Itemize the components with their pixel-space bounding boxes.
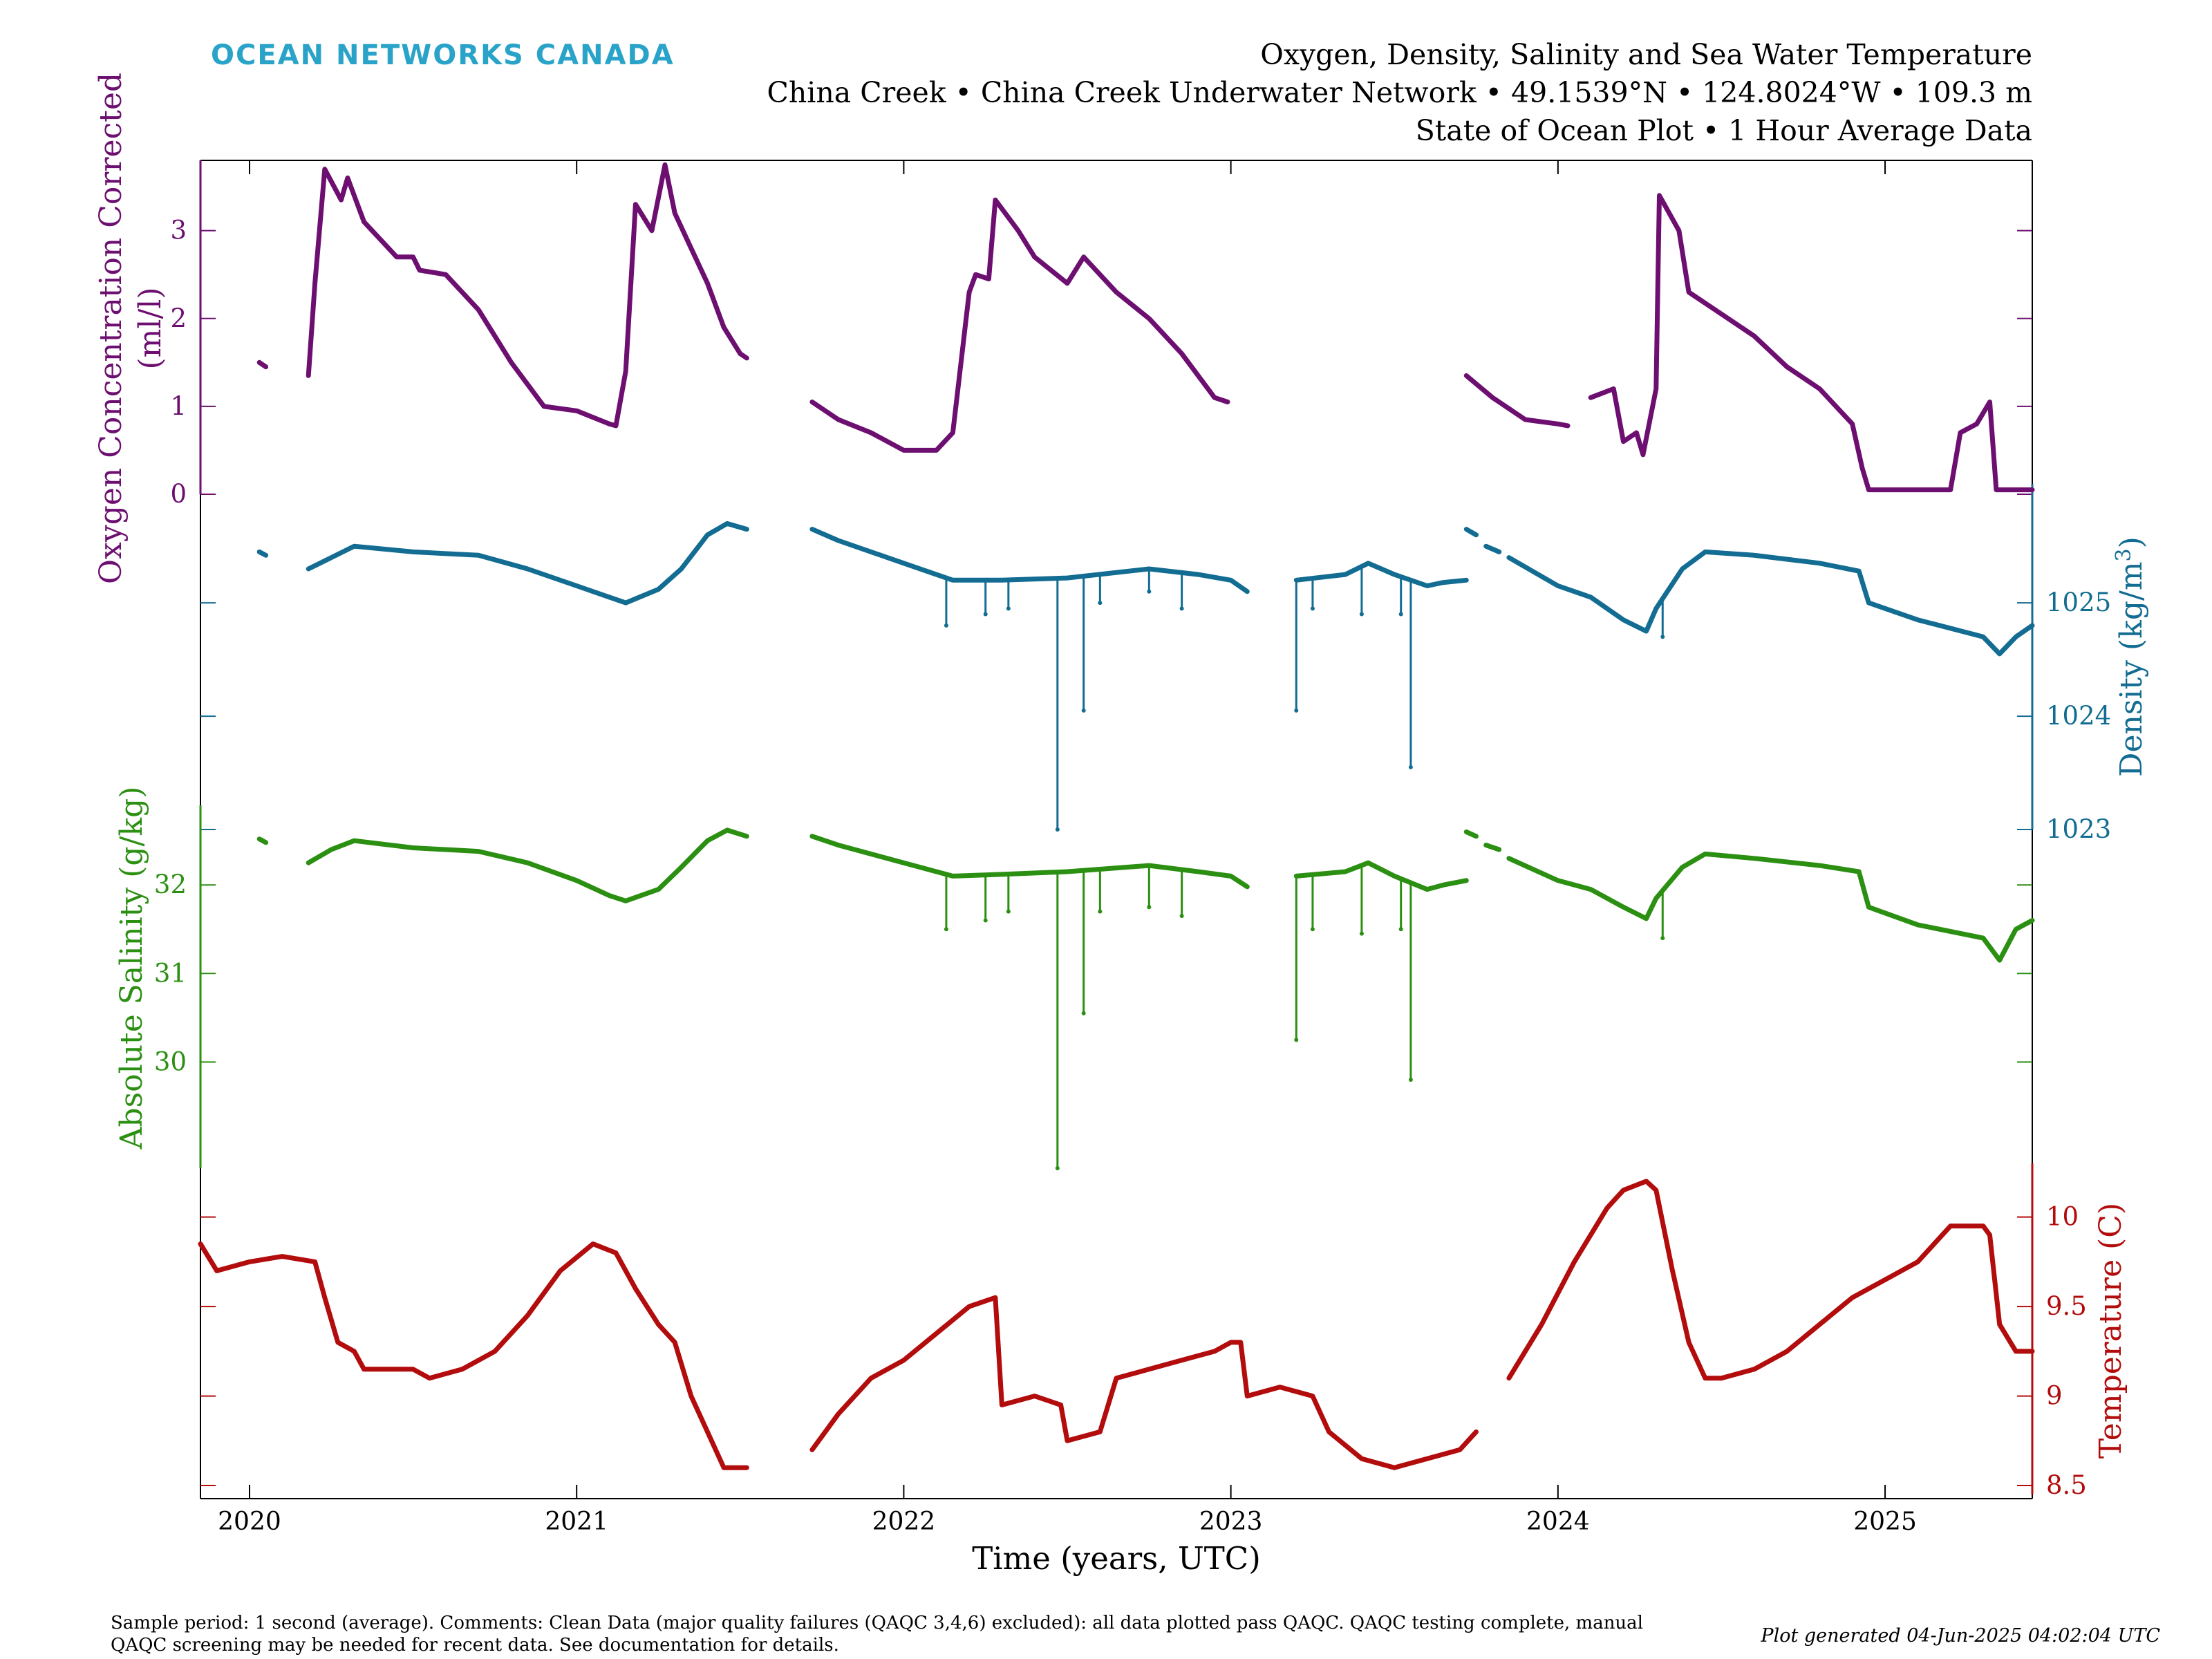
salinity-line-segment [1506, 851, 2035, 963]
density-spike-point [983, 612, 988, 617]
salinity-spike-point [1055, 1166, 1060, 1170]
density-line-segment [1463, 527, 1479, 538]
density-axis-label: Density (kg/m3) [2112, 536, 2149, 777]
oxygen-tick-label: 3 [170, 216, 187, 245]
salinity-spike-point [1006, 909, 1011, 914]
density-tick-label: 1025 [2046, 588, 2111, 617]
x-axis: 2020 2021 2022 2023 2024 2025 [218, 160, 1917, 1536]
plot-frame [200, 160, 2033, 1499]
salinity-tick-label: 32 [154, 870, 187, 899]
density-spike-point [1660, 635, 1665, 639]
x-tick-label: 2025 [1853, 1508, 1917, 1536]
density-spike-point [1179, 606, 1184, 611]
oxygen-tick-label: 1 [170, 391, 187, 421]
salinity-line-segment [1293, 860, 1469, 892]
x-tick-label: 2023 [1199, 1508, 1263, 1536]
density-line-segment [1506, 549, 2035, 657]
density-axis-label-base: Density (kg/m [2114, 561, 2149, 776]
density-line-segment [306, 521, 749, 606]
salinity-spike-point [1408, 1077, 1413, 1082]
density-tick-label: 1023 [2046, 814, 2111, 844]
temperature-tick-label: 9 [2046, 1381, 2063, 1411]
chart-subtitle-location: China Creek • China Creek Underwater Net… [767, 76, 2032, 109]
density-line-segment [809, 527, 1250, 594]
salinity-spike-point [1359, 931, 1364, 936]
density-line-segment [1483, 543, 1502, 554]
salinity-tick-label: 30 [154, 1047, 187, 1076]
density-spike-point [1398, 612, 1403, 617]
density-axis-label-end: ) [2114, 536, 2149, 548]
salinity-spike-point [944, 927, 948, 932]
density-spike-point [1294, 708, 1299, 713]
oxygen-axis-label-line2: (ml/l) [133, 287, 168, 369]
density-spike-point [1055, 827, 1060, 832]
temperature-series [198, 1179, 2035, 1470]
temperature-tick-label: 10 [2046, 1202, 2079, 1232]
oxygen-line-segment [306, 162, 749, 429]
salinity-spike-point [1398, 927, 1403, 932]
footer-comments-line1: Sample period: 1 second (average). Comme… [111, 1613, 1643, 1633]
plot-data [198, 162, 2035, 1470]
density-spike-point [1147, 589, 1152, 594]
salinity-axis-label: Absolute Salinity (g/kg) [114, 787, 149, 1150]
oxygen-line-segment [809, 197, 1230, 453]
salinity-series [256, 827, 2035, 1170]
temperature-line-segment [198, 1241, 749, 1470]
oxygen-tick-label: 2 [170, 303, 187, 333]
temperature-tick-label: 9.5 [2046, 1291, 2087, 1321]
salinity-line-segment [1463, 829, 1479, 839]
oxygen-tick-label: 0 [170, 479, 187, 509]
density-spike-point [1359, 612, 1364, 617]
salinity-spike-point [983, 918, 988, 923]
x-tick-label: 2024 [1526, 1508, 1590, 1536]
temperature-tick-label: 8.5 [2046, 1470, 2087, 1500]
density-spike-point [1006, 606, 1011, 611]
density-series [256, 521, 2035, 832]
x-tick-label: 2021 [545, 1508, 608, 1536]
salinity-spike-point [1660, 936, 1665, 941]
density-spike-point [944, 623, 948, 628]
salinity-line-segment [256, 836, 269, 845]
salinity-spike-point [1081, 1011, 1086, 1015]
salinity-line-segment [306, 827, 749, 903]
temperature-line-segment [809, 1295, 1479, 1470]
density-axis-label-sup: 3 [2112, 548, 2136, 561]
footer-comments-line2: QAQC screening may be needed for recent … [111, 1635, 839, 1656]
x-tick-label: 2020 [218, 1508, 281, 1536]
temperature-axis-label: Temperature (C) [2093, 1203, 2128, 1459]
salinity-spike-point [1294, 1038, 1299, 1042]
density-spike-point [1408, 765, 1413, 769]
oxygen-line-segment [1588, 193, 2035, 493]
salinity-spike-point [1310, 927, 1315, 932]
oxygen-line-segment [1463, 373, 1571, 429]
oxygen-line-segment [256, 359, 269, 370]
density-spike-point [1310, 606, 1315, 611]
density-spike-point [1081, 708, 1086, 713]
chart-title: Oxygen, Density, Salinity and Sea Water … [1260, 38, 2032, 71]
x-axis-label: Time (years, UTC) [972, 1540, 1261, 1577]
salinity-spike-point [1147, 905, 1152, 910]
oxygen-series [256, 162, 2035, 493]
x-tick-label: 2022 [872, 1508, 936, 1536]
density-tick-label: 1024 [2046, 701, 2111, 731]
salinity-line-segment [809, 834, 1250, 890]
density-line-segment [1293, 561, 1469, 588]
brand-logo-text: OCEAN NETWORKS CANADA [211, 39, 675, 71]
salinity-spike-point [1098, 909, 1103, 914]
density-line-segment [256, 549, 269, 558]
temperature-line-segment [1506, 1179, 2035, 1381]
oxygen-axis-label-line1: Oxygen Concentration Corrected [93, 73, 129, 584]
chart-subtitle-plot-type: State of Ocean Plot • 1 Hour Average Dat… [1416, 114, 2032, 147]
salinity-spike-point [1179, 914, 1184, 919]
footer-plot-generated: Plot generated 04-Jun-2025 04:02:04 UTC [1760, 1625, 2160, 1647]
density-spike-point [1098, 601, 1103, 606]
y-axes: 0 1 2 3 1023 1024 1025 30 31 32 8.5 9 9.5 10 [154, 160, 2111, 1500]
salinity-tick-label: 31 [154, 958, 187, 988]
salinity-line-segment [1483, 843, 1502, 852]
